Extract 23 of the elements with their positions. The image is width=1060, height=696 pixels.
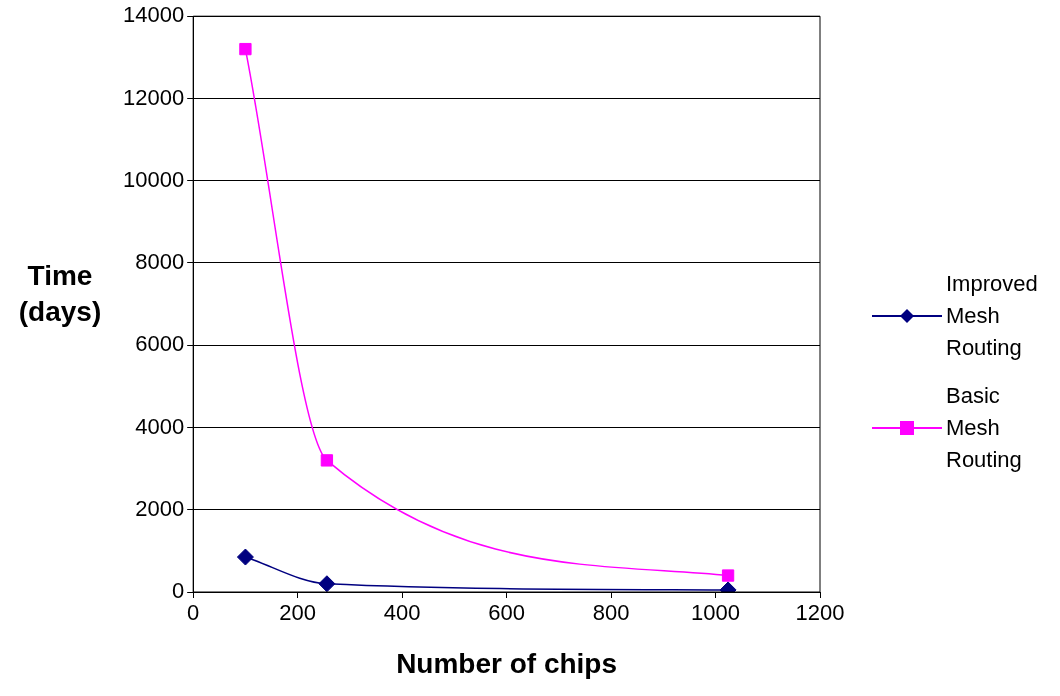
y-tick-label: 8000 <box>135 249 185 275</box>
legend-label: Improved Mesh Routing <box>946 270 1039 362</box>
y-tick-label: 4000 <box>135 413 185 439</box>
x-tick-label: 600 <box>488 600 525 626</box>
point <box>236 548 254 566</box>
legend-label: Basic Mesh Routing <box>946 382 1023 474</box>
x-axis-title: Number of chips <box>396 647 618 679</box>
y-tick-label: 12000 <box>122 84 185 110</box>
y-tick-label: 10000 <box>122 166 185 192</box>
y-tick-label: 2000 <box>135 495 185 521</box>
y-tick-label: 14000 <box>122 2 185 28</box>
x-tick-label: 1000 <box>691 600 741 626</box>
y-tick-label: 6000 <box>135 331 185 357</box>
x-tick-label: 800 <box>592 600 630 626</box>
point <box>239 42 252 56</box>
x-tick-label: 1200 <box>795 600 845 626</box>
point <box>320 454 334 467</box>
point <box>318 575 336 592</box>
y-tick-label: 0 <box>171 578 185 604</box>
y-axis-title: Time (days) <box>17 259 103 329</box>
x-tick-label: 200 <box>279 600 317 626</box>
point <box>721 569 735 582</box>
x-tick-label: 400 <box>383 600 421 626</box>
